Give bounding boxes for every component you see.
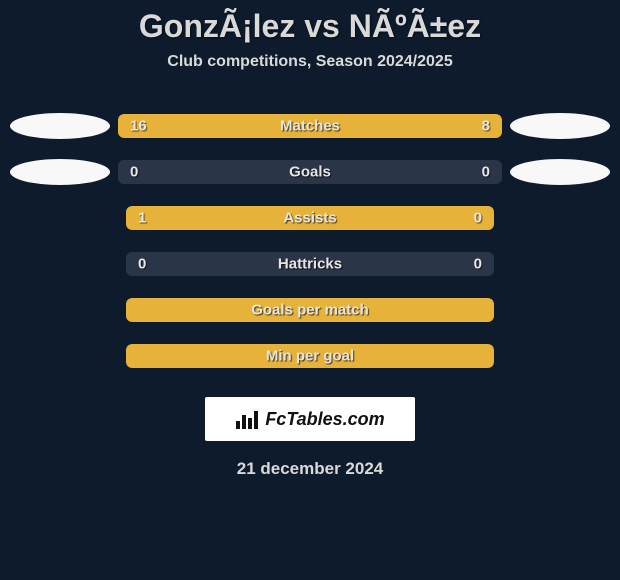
stat-label: Min per goal: [266, 348, 354, 365]
stat-label: Goals: [289, 164, 331, 181]
stats-list: 16 8 Matches 0 0 Goals 1 0 Assists 0 0 Hattricks Goa…: [0, 103, 620, 379]
player2-marker: [510, 113, 610, 139]
stat-label: Goals per match: [251, 302, 369, 319]
subtitle: Club competitions, Season 2024/2025: [0, 53, 620, 71]
stat-bar: 16 8 Matches: [118, 114, 502, 138]
stat-bar: 1 0 Assists: [126, 206, 494, 230]
stat-value-left: 16: [130, 118, 147, 135]
date-label: 21 december 2024: [0, 459, 620, 479]
stat-label: Matches: [280, 118, 340, 135]
stat-value-right: 0: [474, 210, 482, 227]
stat-value-right: 0: [482, 164, 490, 181]
player1-marker: [10, 113, 110, 139]
stat-value-right: 0: [474, 256, 482, 273]
page-title: GonzÃ¡lez vs NÃºÃ±ez: [0, 8, 620, 45]
stat-value-left: 1: [138, 210, 146, 227]
source-logo: FcTables.com: [205, 397, 415, 441]
bars-icon: [235, 409, 261, 429]
stat-bar: Goals per match: [126, 298, 494, 322]
stat-row: 1 0 Assists: [10, 195, 610, 241]
stat-row: 0 0 Goals: [10, 149, 610, 195]
stat-label: Hattricks: [278, 256, 342, 273]
stat-value-left: 0: [138, 256, 146, 273]
player2-marker: [510, 159, 610, 185]
stat-row: Goals per match: [10, 287, 610, 333]
stat-row: Min per goal: [10, 333, 610, 379]
player1-marker: [10, 159, 110, 185]
logo-text: FcTables.com: [265, 409, 384, 430]
stat-row: 16 8 Matches: [10, 103, 610, 149]
comparison-card: GonzÃ¡lez vs NÃºÃ±ez Club competitions, …: [0, 0, 620, 479]
stat-bar: Min per goal: [126, 344, 494, 368]
stat-value-right: 8: [482, 118, 490, 135]
stat-bar: 0 0 Goals: [118, 160, 502, 184]
stat-label: Assists: [283, 210, 336, 227]
stat-row: 0 0 Hattricks: [10, 241, 610, 287]
stat-bar: 0 0 Hattricks: [126, 252, 494, 276]
stat-value-left: 0: [130, 164, 138, 181]
